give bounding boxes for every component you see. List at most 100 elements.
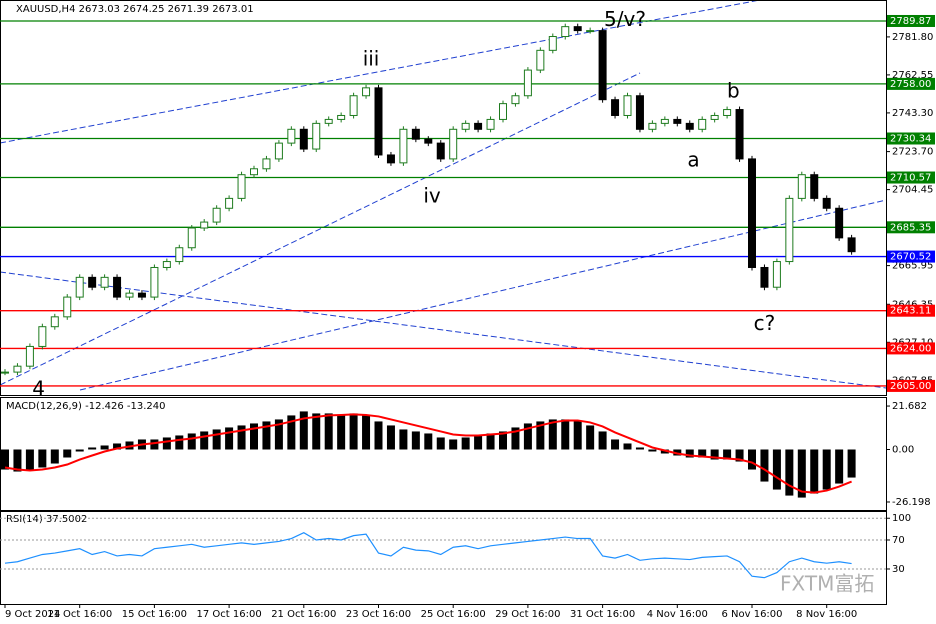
macd-bar (486, 433, 495, 450)
macd-title: MACD(12,26,9) -12.426 -13.240 (6, 401, 166, 412)
level-label-box (887, 342, 935, 355)
macd-bar (274, 419, 283, 450)
trend-line (0, 72, 641, 386)
candle (461, 122, 470, 130)
level-label: 2789.87 (890, 16, 931, 27)
candle (847, 237, 856, 253)
candle (735, 109, 744, 160)
macd-bar (723, 449, 732, 460)
y-tick-label: -26.198 (892, 497, 931, 508)
macd-bar (287, 415, 296, 450)
candle (710, 114, 719, 120)
macd-bar (424, 433, 433, 450)
level-label-box (887, 304, 935, 317)
macd-bar (623, 443, 632, 450)
candle (635, 95, 644, 130)
macd-bar (200, 431, 209, 450)
macd-bar (299, 411, 308, 450)
candle (698, 118, 707, 130)
trend-lines (0, 0, 887, 391)
level-label: 2605.00 (890, 381, 931, 392)
macd-frame (0, 397, 887, 511)
y-tick-label: 2704.45 (892, 185, 933, 196)
macd-bar (162, 437, 171, 450)
macd-bar (474, 435, 483, 450)
candle (511, 95, 520, 105)
level-label-box (887, 132, 935, 145)
candle (386, 154, 395, 164)
macd-bar (63, 449, 72, 458)
candle (810, 174, 819, 199)
y-tick-label: 2723.70 (892, 147, 933, 158)
frames (0, 0, 887, 605)
macd-bar (449, 439, 458, 450)
watermark: FXTM富拓 (780, 572, 874, 596)
candle (797, 174, 806, 199)
level-label: 2710.57 (890, 173, 931, 184)
wave-label: c? (754, 311, 776, 335)
macd-bar (635, 447, 644, 450)
candle (237, 174, 246, 199)
chart-title: XAUUSD,H4 2673.03 2674.25 2671.39 2673.0… (16, 4, 254, 15)
macd-bar (262, 421, 271, 450)
candle (312, 122, 321, 150)
macd-bar (1, 449, 9, 470)
x-tick-label: 17 Oct 16:00 (196, 609, 261, 620)
y-tick-label: 2743.30 (892, 108, 933, 119)
candle (760, 266, 769, 288)
candle (25, 345, 34, 367)
wave-label: 4 (32, 376, 45, 400)
level-label: 2685.35 (890, 222, 931, 233)
macd-bar (548, 419, 557, 450)
candle (586, 30, 595, 33)
macd-bar (50, 449, 59, 464)
wave-label: iii (363, 47, 380, 71)
macd-bar (100, 445, 109, 450)
rsi-frame (0, 511, 887, 605)
macd-bar (88, 447, 97, 450)
candle (598, 30, 607, 101)
candle (50, 316, 59, 328)
candle (374, 87, 383, 156)
rsi-line (4, 532, 852, 579)
x-tick-label: 23 Oct 16:00 (346, 609, 411, 620)
x-tick-label: 8 Nov 16:00 (796, 609, 857, 620)
level-label: 2643.11 (890, 306, 931, 317)
candle (75, 276, 84, 298)
x-tick-label: 31 Oct 16:00 (570, 609, 635, 620)
macd-bar (337, 415, 346, 450)
candle (137, 292, 146, 298)
trend-line (79, 199, 887, 391)
y-tick-label: 70 (892, 535, 905, 546)
macd-bar (685, 449, 694, 458)
level-label: 2758.00 (890, 79, 931, 90)
candle (399, 128, 408, 164)
macd-bar (461, 437, 470, 450)
macd-bar (436, 437, 445, 450)
candle (648, 122, 657, 130)
macd-bar (573, 421, 582, 450)
macd-bar (797, 449, 806, 498)
candle (523, 69, 532, 97)
candle (187, 227, 196, 249)
macd-bar (523, 423, 532, 450)
macd-bar (511, 427, 520, 450)
macd-bar (611, 439, 620, 450)
macd-bar (847, 449, 856, 478)
candle (150, 266, 159, 298)
y-tick-label: 100 (892, 513, 911, 524)
wave-label: 5/v? (604, 7, 646, 31)
y-tick-label: 2762.55 (892, 70, 933, 81)
level-label: 2730.34 (890, 133, 931, 144)
candle (411, 128, 420, 140)
x-tick-label: 4 Nov 16:00 (647, 609, 708, 620)
candle (424, 138, 433, 144)
macd-bar (75, 449, 84, 452)
macd-bar (312, 413, 321, 450)
candle (561, 26, 570, 38)
level-label-box (887, 77, 935, 90)
macd-bar (536, 421, 545, 450)
candle (623, 95, 632, 116)
macd-bar (250, 423, 258, 450)
candle (1, 371, 9, 374)
